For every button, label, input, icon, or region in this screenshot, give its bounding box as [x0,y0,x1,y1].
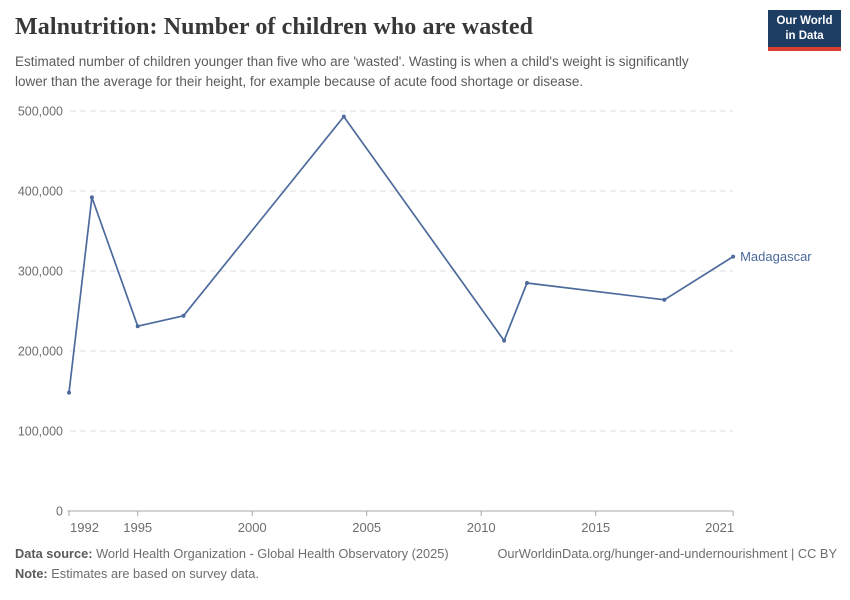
x-tick-label: 2005 [352,520,381,535]
data-point-marker[interactable] [731,254,736,259]
data-source-label: Data source: [15,546,93,561]
y-tick-label: 400,000 [18,185,63,199]
owid-url-link[interactable]: OurWorldinData.org/hunger-and-undernouri… [497,546,837,561]
page-title: Malnutrition: Number of children who are… [15,14,534,40]
data-point-marker[interactable] [67,390,71,395]
y-tick-label: 200,000 [18,345,63,359]
x-tick-label: 2010 [467,520,496,535]
owid-logo[interactable]: Our World in Data [768,10,841,51]
data-point-marker[interactable] [89,195,94,200]
x-tick-label: 1992 [70,520,99,535]
data-point-marker[interactable] [525,281,529,285]
y-tick-label: 300,000 [18,265,63,279]
x-tick-label: 1995 [123,520,152,535]
note-line: Note: Estimates are based on survey data… [15,566,259,581]
y-tick-label: 500,000 [18,105,63,119]
chart-subtitle: Estimated number of children younger tha… [15,54,689,90]
data-source-line: Data source: World Health Organization -… [15,546,449,561]
series-end-label[interactable]: Madagascar [740,249,812,264]
line-chart-canvas[interactable]: 0 100,000 200,000 300,000 400,000 500,000 1992… [0,0,850,545]
x-tick-label: 2015 [581,520,610,535]
data-point-marker[interactable] [181,313,186,318]
data-point-marker[interactable] [502,338,507,343]
note-label: Note: [15,566,48,581]
y-tick-label: 100,000 [18,425,63,439]
data-source-text: World Health Organization - Global Healt… [92,546,449,561]
owid-logo-line1: Our World [776,15,833,28]
x-tick-label: 2000 [238,520,267,535]
y-tick-label: 0 [56,505,63,519]
data-point-marker[interactable] [662,297,667,302]
data-point-marker[interactable] [135,324,140,329]
note-text: Estimates are based on survey data. [47,566,259,581]
owid-logo-line2: in Data [785,29,824,42]
data-point-marker[interactable] [341,114,346,119]
x-tick-label: 2021 [705,520,734,535]
